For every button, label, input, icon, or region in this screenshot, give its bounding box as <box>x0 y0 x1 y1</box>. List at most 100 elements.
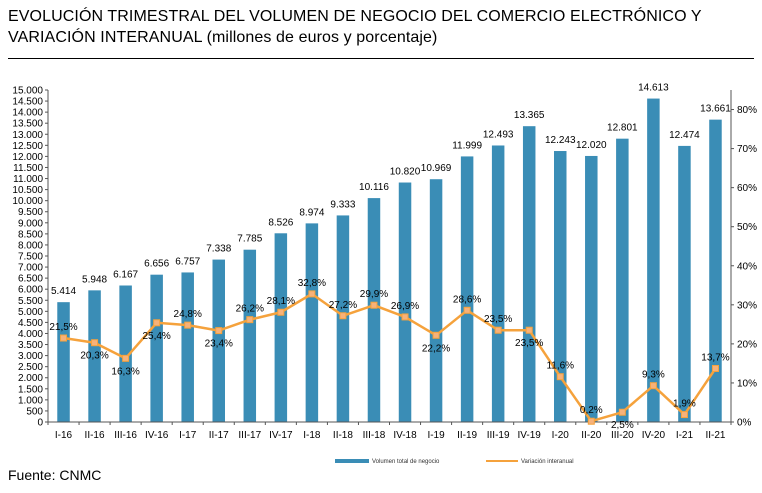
bar-value-label: 10.820 <box>390 167 421 178</box>
y-left-tick-label: 12.500 <box>12 141 43 152</box>
line-value-label: 24,8% <box>174 309 202 320</box>
y-left-tick-label: 7.000 <box>18 263 43 274</box>
x-tick-label: III-18 <box>363 430 386 441</box>
bar <box>181 272 194 422</box>
legend-label-bars: Volumen total de negocio <box>372 459 440 465</box>
y-left-tick-label: 4.000 <box>18 329 43 340</box>
line-point <box>587 417 595 425</box>
y-left-tick-label: 3.500 <box>18 340 43 351</box>
line-point <box>339 312 347 320</box>
bar-value-label: 5.948 <box>82 274 107 285</box>
bar-value-label: 9.333 <box>330 199 355 210</box>
bar-value-label: 12.493 <box>483 129 514 140</box>
y-right-tick-label: 10% <box>737 378 757 389</box>
bar <box>585 155 598 422</box>
bar <box>119 285 132 422</box>
line-point <box>711 364 719 372</box>
y-left-tick-label: 12.000 <box>12 152 43 163</box>
line-value-label: 23,4% <box>205 339 233 350</box>
line-value-label: 25,4% <box>142 331 170 342</box>
y-left-tick-label: 2.500 <box>18 362 43 373</box>
bar-value-label: 13.365 <box>514 110 545 121</box>
bar-value-label: 8.526 <box>268 217 293 228</box>
x-tick-label: III-20 <box>611 430 634 441</box>
line-point <box>60 334 68 342</box>
x-tick-label: IV-18 <box>393 430 417 441</box>
data-labels: 5.414 5.948 6.167 6.656 6.757 7.338 7.785 8.526… <box>49 83 731 432</box>
x-tick-label: I-16 <box>55 430 73 441</box>
y-left-tick-label: 5.500 <box>18 296 43 307</box>
y-right-tick-label: 80% <box>737 105 757 116</box>
y-left-tick-label: 6.500 <box>18 274 43 285</box>
line-point <box>463 306 471 314</box>
line-point <box>525 326 533 334</box>
bar-value-label: 7.785 <box>237 234 262 245</box>
bar-value-label: 13.661 <box>700 104 731 115</box>
y-left-tick-label: 14.000 <box>12 108 43 119</box>
y-left-tick-label: 8.500 <box>18 229 43 240</box>
line-value-label: 27,2% <box>329 300 357 311</box>
bar-value-label: 12.020 <box>576 140 607 151</box>
variation-line <box>63 292 717 423</box>
x-tick-label: II-16 <box>85 430 105 441</box>
y-left-tick-label: 7.500 <box>18 252 43 263</box>
legend-label-line: Variación interanual <box>521 459 574 465</box>
line-point <box>308 290 316 298</box>
source-note: Fuente: CNMC <box>8 467 102 483</box>
bar <box>243 249 257 422</box>
bar-value-label: 12.243 <box>545 135 576 146</box>
y-left-tick-label: 9.000 <box>18 218 43 229</box>
y-left-tick-label: 8.000 <box>18 240 43 251</box>
y-left-tick-label: 500 <box>26 406 43 417</box>
y-right-tick-label: 70% <box>737 144 757 155</box>
x-tick-label: IV-16 <box>145 430 169 441</box>
bar-value-label: 10.116 <box>359 182 389 193</box>
line-value-label: 16,3% <box>111 366 139 377</box>
y-right-tick-label: 50% <box>737 222 757 233</box>
bar <box>460 156 474 423</box>
chart-title: EVOLUCIÓN TRIMESTRAL DEL VOLUMEN DE NEGO… <box>8 6 754 48</box>
line-point <box>494 326 502 334</box>
bar-series <box>57 98 722 423</box>
x-tick-label: II-17 <box>209 430 229 441</box>
y-left-tick-label: 15.000 <box>12 86 43 97</box>
line-point <box>184 321 192 329</box>
bar-value-label: 11.999 <box>452 140 482 151</box>
x-tick-label: I-18 <box>303 430 321 441</box>
line-value-label: 29,9% <box>360 289 388 300</box>
bar <box>491 145 505 422</box>
bar <box>212 259 225 422</box>
y-left-tick-label: 10.500 <box>12 185 43 196</box>
y-right-tick-label: 40% <box>737 261 757 272</box>
bar <box>616 138 629 422</box>
line-series <box>60 290 719 425</box>
x-tick-label: III-19 <box>487 430 510 441</box>
bar <box>274 233 288 422</box>
x-tick-label: II-18 <box>333 430 353 441</box>
title-divider <box>8 58 754 59</box>
line-point <box>432 331 440 339</box>
x-tick-label: IV-19 <box>518 430 542 441</box>
x-tick-label: II-19 <box>457 430 477 441</box>
bar <box>429 179 443 422</box>
chart-title-line-1: EVOLUCIÓN TRIMESTRAL DEL VOLUMEN DE NEGO… <box>8 8 702 25</box>
y-left-tick-label: 9.500 <box>18 207 43 218</box>
line-value-label: 9,3% <box>642 370 665 381</box>
line-point <box>618 408 626 416</box>
bar-value-label: 7.338 <box>206 244 231 255</box>
y-left-tick-label: 14.500 <box>12 97 43 108</box>
chart-legend: Volumen total de negocio Variación intera… <box>335 459 574 465</box>
y-left-tick-label: 4.500 <box>18 318 43 329</box>
x-tick-label: I-20 <box>552 430 570 441</box>
y-left-tick-label: 1.500 <box>18 384 43 395</box>
bar <box>150 274 163 422</box>
line-value-label: 20,3% <box>80 351 108 362</box>
x-tick-label: IV-17 <box>269 430 293 441</box>
bar <box>88 290 101 422</box>
line-value-label: 0,2% <box>580 405 603 416</box>
line-point <box>370 301 378 309</box>
x-tick-label: I-19 <box>427 430 445 441</box>
line-value-label: 21,5% <box>49 322 77 333</box>
bar <box>367 198 381 422</box>
